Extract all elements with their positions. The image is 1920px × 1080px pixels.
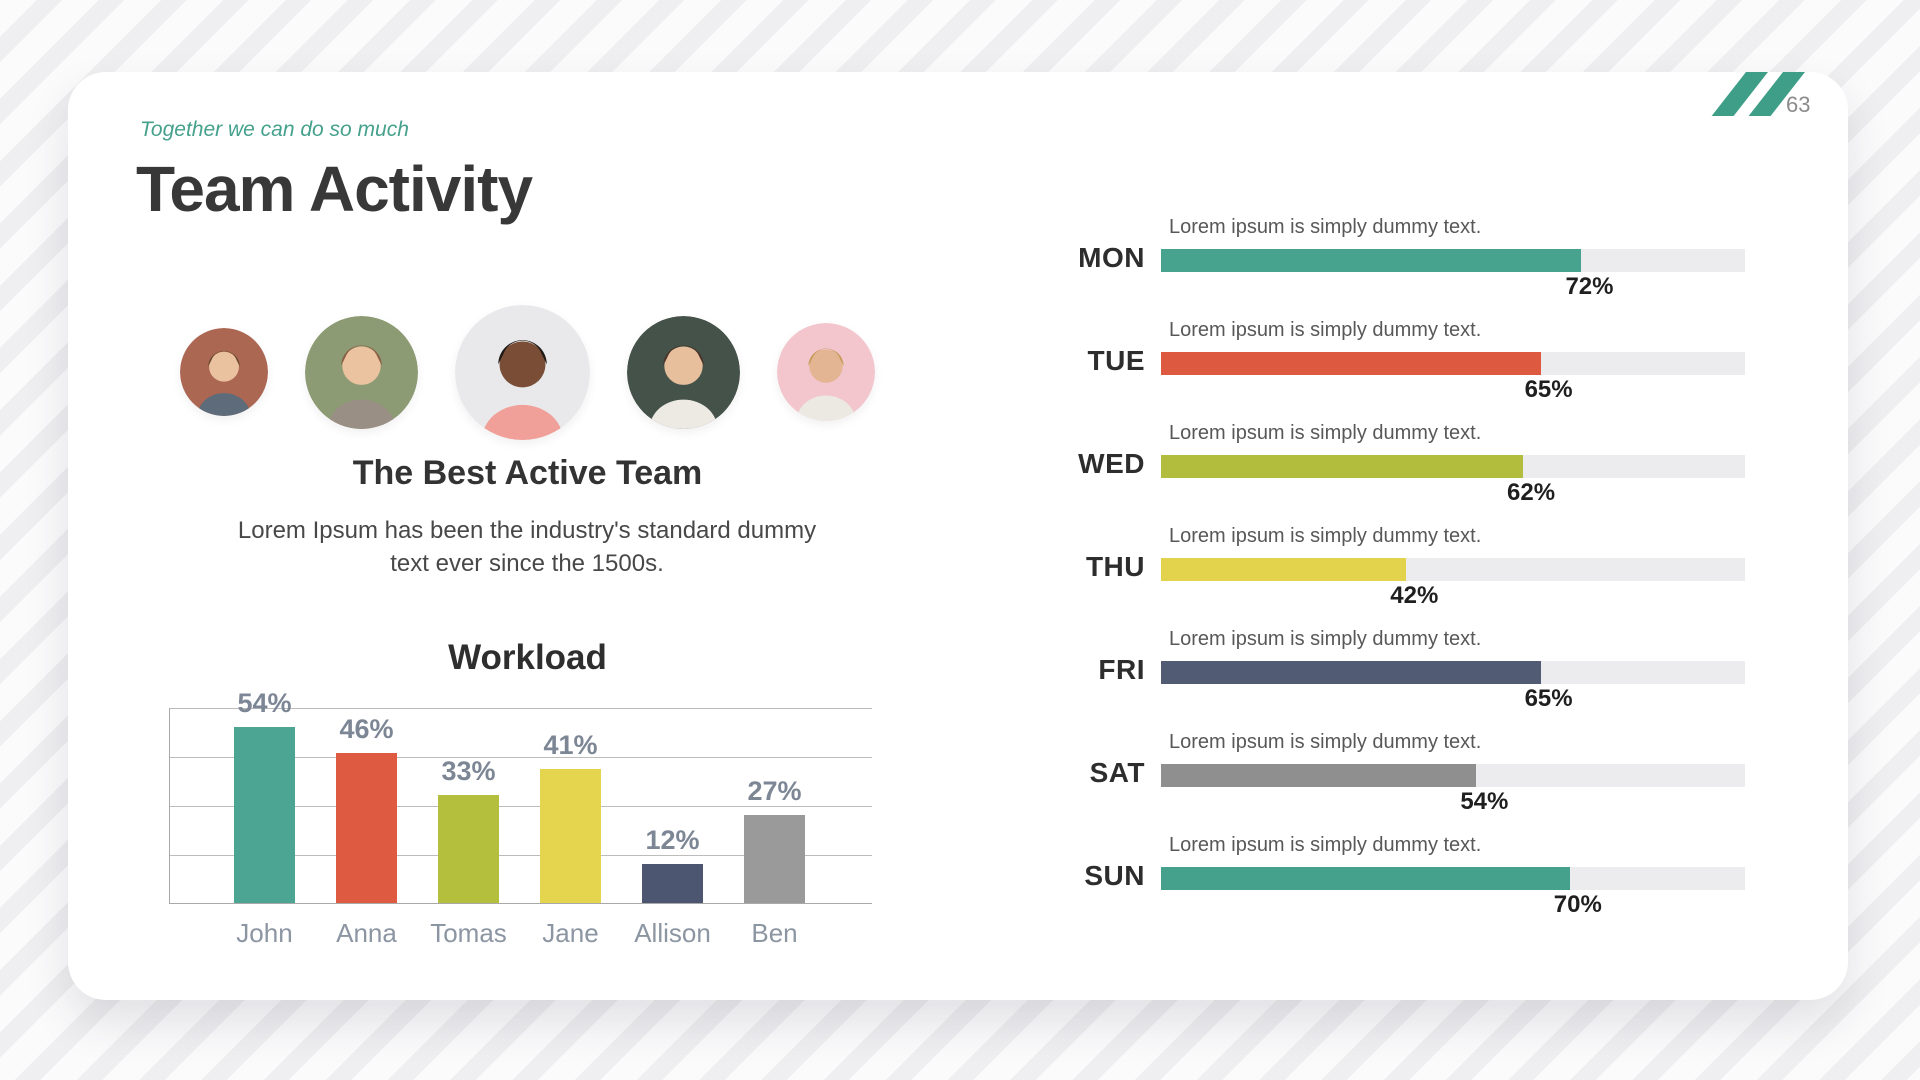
bar-category-label: Jane bbox=[542, 918, 599, 948]
workload-bar-jane bbox=[540, 769, 601, 903]
progress-value: 70% bbox=[1553, 891, 1602, 918]
day-row-fri: Lorem ipsum is simply dummy text. FRI 65% bbox=[1053, 628, 1763, 731]
progress-fill bbox=[1161, 352, 1541, 375]
workload-bar-allison bbox=[642, 864, 703, 903]
person-avatar-icon bbox=[777, 323, 875, 421]
day-row-sat: Lorem ipsum is simply dummy text. SAT 54% bbox=[1053, 731, 1763, 834]
page-title: Team Activity bbox=[136, 153, 533, 225]
progress-track bbox=[1161, 661, 1745, 684]
day-row-tue: Lorem ipsum is simply dummy text. TUE 65% bbox=[1053, 319, 1763, 422]
team-heading: The Best Active Team bbox=[352, 454, 703, 492]
slide-card: 63 Together we can do so much Team Activ… bbox=[68, 72, 1848, 1000]
avatar-3 bbox=[455, 304, 590, 440]
person-avatar-icon bbox=[180, 328, 268, 416]
workload-bar-ben bbox=[744, 815, 805, 903]
day-label: WED bbox=[1078, 448, 1145, 479]
team-description: Lorem Ipsum has been the industry's stan… bbox=[237, 517, 817, 578]
progress-caption: Lorem ipsum is simply dummy text. bbox=[1169, 628, 1482, 650]
day-label: SUN bbox=[1084, 860, 1145, 891]
weekly-progress-chart: Lorem ipsum is simply dummy text. MON 72% L… bbox=[1053, 216, 1763, 937]
progress-caption: Lorem ipsum is simply dummy text. bbox=[1169, 731, 1482, 753]
avatar-5 bbox=[777, 323, 875, 421]
workload-chart-title: Workload bbox=[448, 638, 607, 677]
bar-value-label: 41% bbox=[543, 730, 598, 760]
day-row-mon: Lorem ipsum is simply dummy text. MON 72% bbox=[1053, 216, 1763, 319]
day-row-thu: Lorem ipsum is simply dummy text. THU 42% bbox=[1053, 525, 1763, 628]
person-avatar-icon bbox=[627, 315, 740, 429]
day-label: TUE bbox=[1087, 345, 1145, 376]
progress-value: 62% bbox=[1507, 479, 1556, 506]
workload-bar-anna bbox=[336, 753, 397, 903]
page-number: 63 bbox=[1786, 92, 1811, 117]
bar-value-label: 27% bbox=[747, 776, 802, 806]
progress-track bbox=[1161, 455, 1745, 478]
avatar-2 bbox=[305, 315, 418, 429]
bar-category-label: Anna bbox=[336, 918, 397, 948]
day-label: THU bbox=[1085, 551, 1145, 582]
bar-category-label: John bbox=[236, 918, 293, 948]
day-row-sun: Lorem ipsum is simply dummy text. SUN 70% bbox=[1053, 834, 1763, 937]
progress-caption: Lorem ipsum is simply dummy text. bbox=[1169, 834, 1482, 856]
avatar-1 bbox=[180, 328, 268, 416]
progress-track bbox=[1161, 352, 1745, 375]
kicker-text: Together we can do so much bbox=[140, 118, 409, 141]
day-label: FRI bbox=[1098, 654, 1145, 685]
person-avatar-icon bbox=[455, 304, 590, 440]
bar-category-label: Allison bbox=[634, 918, 711, 948]
workload-bar-chart: 54% John 46% Anna 33% Tomas 41% Jane 12% Allison 2… bbox=[169, 688, 872, 948]
progress-caption: Lorem ipsum is simply dummy text. bbox=[1169, 525, 1482, 547]
person-avatar-icon bbox=[305, 315, 418, 429]
progress-track bbox=[1161, 558, 1745, 581]
team-avatars bbox=[140, 304, 915, 440]
bar-category-label: Tomas bbox=[430, 918, 507, 948]
day-row-wed: Lorem ipsum is simply dummy text. WED 62% bbox=[1053, 422, 1763, 525]
day-label: SAT bbox=[1089, 757, 1145, 788]
progress-value: 65% bbox=[1524, 376, 1573, 403]
progress-fill bbox=[1161, 455, 1524, 478]
progress-value: 72% bbox=[1565, 273, 1614, 300]
progress-value: 42% bbox=[1390, 582, 1439, 609]
progress-value: 54% bbox=[1460, 788, 1509, 815]
progress-track bbox=[1161, 867, 1745, 890]
avatar-4 bbox=[627, 315, 740, 429]
progress-fill bbox=[1161, 764, 1477, 787]
progress-fill bbox=[1161, 558, 1407, 581]
bar-category-label: Ben bbox=[751, 918, 798, 948]
bar-value-label: 33% bbox=[441, 756, 496, 786]
progress-value: 65% bbox=[1524, 685, 1573, 712]
progress-fill bbox=[1161, 867, 1570, 890]
progress-track bbox=[1161, 249, 1745, 272]
progress-caption: Lorem ipsum is simply dummy text. bbox=[1169, 216, 1482, 238]
workload-bar-john bbox=[234, 727, 295, 903]
bar-value-label: 54% bbox=[237, 688, 292, 718]
day-label: MON bbox=[1078, 242, 1145, 273]
bar-value-label: 46% bbox=[339, 714, 394, 744]
progress-caption: Lorem ipsum is simply dummy text. bbox=[1169, 422, 1482, 444]
workload-bar-tomas bbox=[438, 795, 499, 903]
progress-caption: Lorem ipsum is simply dummy text. bbox=[1169, 319, 1482, 341]
progress-track bbox=[1161, 764, 1745, 787]
bar-value-label: 12% bbox=[645, 825, 700, 855]
progress-fill bbox=[1161, 661, 1541, 684]
progress-fill bbox=[1161, 249, 1582, 272]
